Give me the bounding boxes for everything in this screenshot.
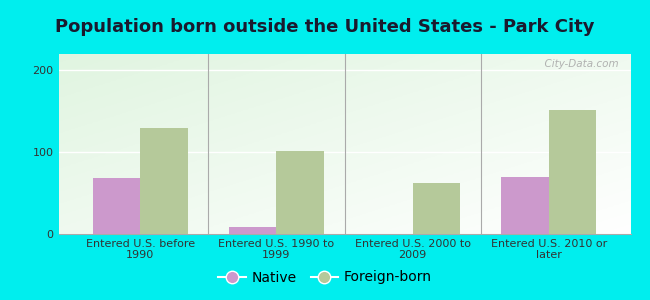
Text: City-Data.com: City-Data.com <box>538 59 619 69</box>
Bar <box>549 110 597 234</box>
Bar <box>229 227 276 234</box>
Bar <box>276 151 324 234</box>
Bar <box>140 128 188 234</box>
Bar <box>92 178 140 234</box>
Text: Population born outside the United States - Park City: Population born outside the United State… <box>55 18 595 36</box>
Legend: Native, Foreign-born: Native, Foreign-born <box>213 265 437 290</box>
Bar <box>501 177 549 234</box>
Bar <box>413 183 460 234</box>
